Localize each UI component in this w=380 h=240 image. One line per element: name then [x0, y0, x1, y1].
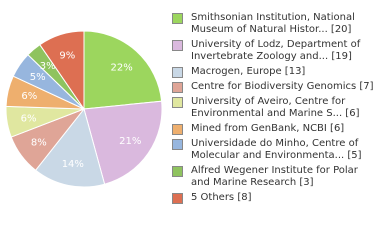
legend-swatch [172, 67, 183, 78]
legend: Smithsonian Institution, National Museum… [172, 12, 376, 207]
legend-item: Centre for Biodiversity Genomics [7] [172, 81, 376, 93]
legend-label: Alfred Wegener Institute for Polar and M… [191, 165, 358, 188]
pie-slice [39, 30, 85, 111]
legend-item: Universidade do Minho, Centre of Molecul… [172, 138, 376, 162]
legend-item: Mined from GenBank, NCBI [6] [172, 123, 376, 135]
legend-item: University of Lodz, Department of Invert… [172, 39, 376, 63]
slice-label: 6% [21, 113, 37, 124]
legend-swatch [172, 124, 183, 135]
legend-swatch [172, 139, 183, 150]
legend-swatch [172, 13, 183, 24]
slice-label: 22% [111, 62, 133, 73]
legend-item: 5 Others [8] [172, 192, 376, 204]
legend-label: Mined from GenBank, NCBI [6] [191, 123, 345, 134]
legend-label: University of Lodz, Department of Invert… [191, 39, 361, 62]
legend-label: University of Aveiro, Centre for Environ… [191, 96, 360, 119]
legend-label: Smithsonian Institution, National Museum… [191, 12, 355, 35]
legend-item: University of Aveiro, Centre for Environ… [172, 96, 376, 120]
pie-slice [83, 100, 163, 185]
pie-slice [83, 30, 163, 110]
legend-swatch [172, 97, 183, 108]
slice-label: 6% [21, 91, 37, 102]
legend-label: 5 Others [8] [191, 192, 252, 203]
legend-item: Alfred Wegener Institute for Polar and M… [172, 165, 376, 189]
slice-label: 9% [59, 50, 75, 61]
legend-item: Macrogen, Europe [13] [172, 66, 376, 78]
pie: 22% 21% 14% 8% 6% 6% 5%3%9% [5, 30, 163, 188]
legend-swatch [172, 166, 183, 177]
legend-swatch [172, 82, 183, 93]
slice-label: 3% [40, 61, 56, 72]
legend-swatch [172, 193, 183, 204]
legend-label: Universidade do Minho, Centre of Molecul… [191, 138, 362, 161]
legend-label: Macrogen, Europe [13] [191, 66, 306, 77]
legend-swatch [172, 40, 183, 51]
legend-label: Centre for Biodiversity Genomics [7] [191, 81, 374, 92]
slice-label: 14% [62, 159, 84, 170]
pie-slice [34, 107, 106, 188]
slice-label: 5% [30, 72, 46, 83]
slice-label: 21% [119, 136, 141, 147]
slice-label: 8% [31, 137, 47, 148]
legend-item: Smithsonian Institution, National Museum… [172, 12, 376, 36]
